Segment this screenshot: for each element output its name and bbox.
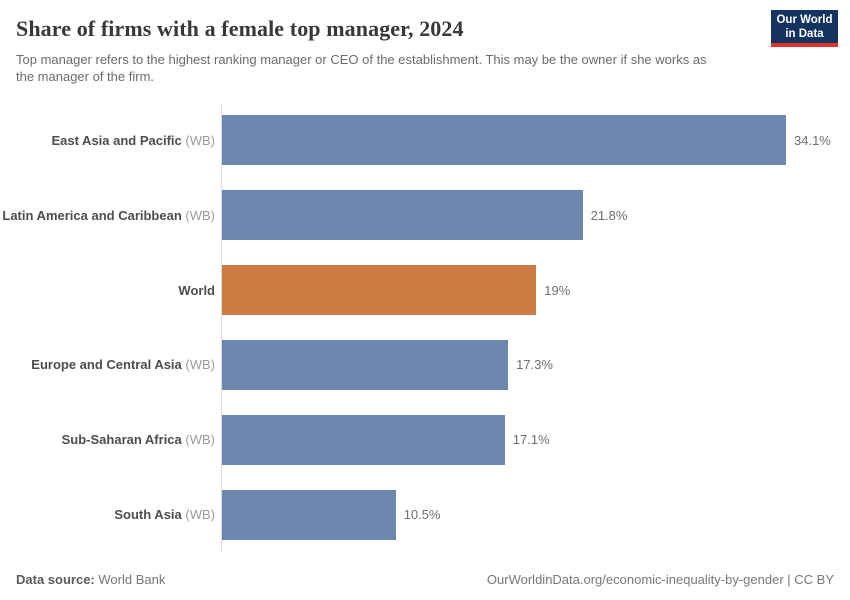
chart-rows: East Asia and Pacific (WB) 34.1% Latin Ame… bbox=[0, 103, 850, 552]
category-suffix: (WB) bbox=[181, 507, 215, 523]
value-label: 17.1% bbox=[512, 432, 550, 448]
category-name: World bbox=[178, 282, 215, 298]
category-label: Sub-Saharan Africa (WB) bbox=[0, 432, 222, 447]
owid-logo-line2: in Data bbox=[785, 27, 824, 40]
chart-row: East Asia and Pacific (WB) 34.1% bbox=[0, 103, 850, 178]
bar-chart: East Asia and Pacific (WB) 34.1% Latin Ame… bbox=[0, 103, 850, 552]
value-label: 19% bbox=[544, 282, 571, 298]
category-suffix: (WB) bbox=[181, 132, 215, 148]
category-suffix: (WB) bbox=[181, 432, 215, 448]
owid-logo-line1: Our World bbox=[776, 13, 833, 26]
category-label: World bbox=[0, 283, 222, 298]
category-name: Latin America and Caribbean bbox=[2, 207, 182, 223]
y-axis-line bbox=[221, 103, 222, 552]
data-source: Data source: World Bank bbox=[16, 572, 165, 587]
chart-row: Sub-Saharan Africa (WB) 17.1% bbox=[0, 402, 850, 477]
chart-row: World 19% bbox=[0, 253, 850, 328]
bar-east-asia-and-pacific[interactable] bbox=[222, 115, 786, 166]
category-name: Sub-Saharan Africa bbox=[61, 432, 182, 448]
category-label: Latin America and Caribbean (WB) bbox=[0, 208, 222, 223]
value-label: 17.3% bbox=[516, 357, 553, 373]
bar-europe-and-central-asia[interactable] bbox=[222, 339, 509, 390]
category-name: East Asia and Pacific bbox=[51, 132, 182, 148]
category-label: Europe and Central Asia (WB) bbox=[0, 357, 222, 372]
category-suffix: (WB) bbox=[181, 357, 215, 373]
value-label: 34.1% bbox=[794, 132, 831, 148]
bar-latin-america-and-caribbean[interactable] bbox=[222, 190, 583, 241]
data-source-value: World Bank bbox=[98, 572, 166, 587]
category-label: South Asia (WB) bbox=[0, 507, 222, 522]
chart-footer: Data source: World Bank OurWorldinData.o… bbox=[16, 572, 834, 587]
owid-logo: Our World in Data bbox=[771, 10, 838, 47]
category-label: East Asia and Pacific (WB) bbox=[0, 133, 222, 148]
owid-link[interactable]: OurWorldinData.org/economic-inequality-b… bbox=[486, 572, 834, 587]
chart-row: Europe and Central Asia (WB) 17.3% bbox=[0, 327, 850, 402]
page-title: Share of firms with a female top manager… bbox=[16, 16, 464, 41]
chart-row: South Asia (WB) 10.5% bbox=[0, 477, 850, 552]
data-source-label: Data source: bbox=[16, 572, 95, 587]
category-name: South Asia bbox=[114, 507, 182, 523]
category-name: Europe and Central Asia bbox=[31, 357, 182, 373]
bar-south-asia[interactable] bbox=[222, 489, 396, 540]
bar-sub-saharan-africa[interactable] bbox=[222, 414, 505, 465]
chart-header: Share of firms with a female top manager… bbox=[0, 0, 850, 85]
bar-world[interactable] bbox=[222, 265, 537, 316]
category-suffix: (WB) bbox=[181, 207, 215, 223]
value-label: 10.5% bbox=[403, 507, 441, 523]
chart-row: Latin America and Caribbean (WB) 21.8% bbox=[0, 178, 850, 253]
value-label: 21.8% bbox=[590, 207, 628, 223]
chart-subtitle: Top manager refers to the highest rankin… bbox=[16, 52, 707, 84]
